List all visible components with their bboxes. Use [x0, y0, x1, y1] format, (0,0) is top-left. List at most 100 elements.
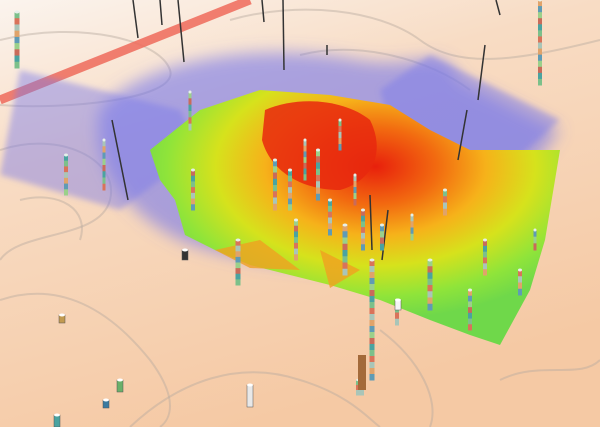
- drill-interval: [188, 117, 192, 125]
- drill-interval: [303, 151, 307, 158]
- drill-interval: [395, 312, 399, 320]
- drill-interval: [468, 290, 472, 297]
- collar: [468, 288, 472, 292]
- drill-interval: [273, 160, 277, 167]
- drill-interval: [191, 198, 195, 205]
- drill-interval: [468, 301, 472, 308]
- drill-interval: [342, 250, 348, 257]
- drill-interval: [369, 350, 375, 357]
- collar: [117, 378, 123, 382]
- drill-interval: [328, 200, 332, 207]
- drill-interval: [294, 237, 298, 244]
- drill-interval: [443, 190, 447, 197]
- drill-interval: [538, 0, 542, 7]
- collar: [443, 188, 447, 192]
- drill-interval: [273, 191, 277, 198]
- collar: [395, 298, 401, 302]
- drill-interval: [273, 197, 277, 205]
- drill-interval: [14, 18, 20, 25]
- drill-stub: [246, 384, 254, 408]
- drill-interval: [273, 178, 277, 186]
- drill-interval: [342, 225, 348, 232]
- drill-interval: [191, 192, 195, 200]
- collar: [483, 238, 487, 242]
- drill-interval: [235, 251, 241, 258]
- drill-interval: [64, 177, 68, 185]
- drillholes: [14, 0, 542, 427]
- drill-interval: [369, 320, 375, 327]
- grade-facet: [215, 240, 360, 288]
- drill-interval: [410, 227, 414, 235]
- drill-interval: [369, 356, 375, 363]
- drill-interval: [338, 144, 342, 151]
- drill-interval: [483, 240, 487, 247]
- drill-interval: [64, 155, 68, 162]
- contour: [19, 196, 83, 241]
- drill-interval: [468, 312, 472, 320]
- collar: [353, 173, 357, 177]
- contour: [229, 8, 600, 60]
- drill-interval: [64, 183, 68, 190]
- collar: [303, 138, 307, 142]
- drill-interval: [361, 210, 365, 217]
- drill-interval: [380, 231, 384, 238]
- drill-interval: [410, 215, 414, 222]
- drill-interval: [328, 211, 332, 218]
- drill-interval: [538, 6, 542, 13]
- high-grade-core: [262, 101, 377, 190]
- drill-interval: [235, 273, 241, 280]
- drill-interval: [518, 270, 522, 277]
- drill-interval: [342, 243, 348, 251]
- drill-interval: [443, 202, 447, 210]
- drill-interval: [303, 145, 307, 152]
- drill-interval: [342, 256, 348, 263]
- drill-interval: [14, 61, 20, 69]
- collar: [427, 258, 433, 262]
- drill-interval: [538, 42, 542, 50]
- drill-interval: [288, 170, 292, 177]
- drill-trace: [457, 109, 468, 161]
- drill-interval: [369, 338, 375, 345]
- drill-interval: [338, 120, 342, 127]
- drill-interval: [369, 272, 375, 279]
- drill-interval: [328, 223, 332, 230]
- drill-interval: [191, 175, 195, 182]
- drill-trace: [477, 44, 486, 101]
- drill-interval: [369, 368, 375, 375]
- drill-interval: [316, 162, 320, 170]
- drill-interval: [235, 240, 241, 247]
- drill-trace: [381, 209, 389, 261]
- drill-interval: [483, 263, 487, 270]
- drill-interval: [273, 185, 277, 192]
- drill-interval: [483, 251, 487, 258]
- drill-interval: [188, 111, 192, 118]
- drill-trace: [369, 194, 373, 251]
- collar: [538, 0, 542, 2]
- collar: [188, 90, 192, 94]
- drill-interval: [14, 49, 20, 57]
- drill-interval: [303, 157, 307, 164]
- collar: [294, 218, 298, 222]
- drill-interval: [369, 326, 375, 333]
- contour: [499, 359, 600, 381]
- drill-interval: [288, 187, 292, 194]
- drill-interval: [369, 266, 375, 273]
- collar: [59, 313, 65, 317]
- drill-interval: [427, 291, 433, 298]
- drill-interval: [353, 187, 357, 194]
- drill-interval: [102, 183, 106, 191]
- collar: [328, 198, 332, 202]
- drill-interval: [235, 245, 241, 252]
- drill-interval: [369, 290, 375, 297]
- drill-interval: [361, 221, 365, 228]
- drill-interval: [361, 238, 365, 245]
- collar: [533, 228, 537, 232]
- drill-interval: [235, 256, 241, 263]
- collar: [342, 223, 348, 227]
- drill-interval: [369, 344, 375, 351]
- drill-interval: [353, 181, 357, 188]
- drill-interval: [316, 156, 320, 163]
- drill-interval: [288, 204, 292, 211]
- drill-interval: [538, 36, 542, 43]
